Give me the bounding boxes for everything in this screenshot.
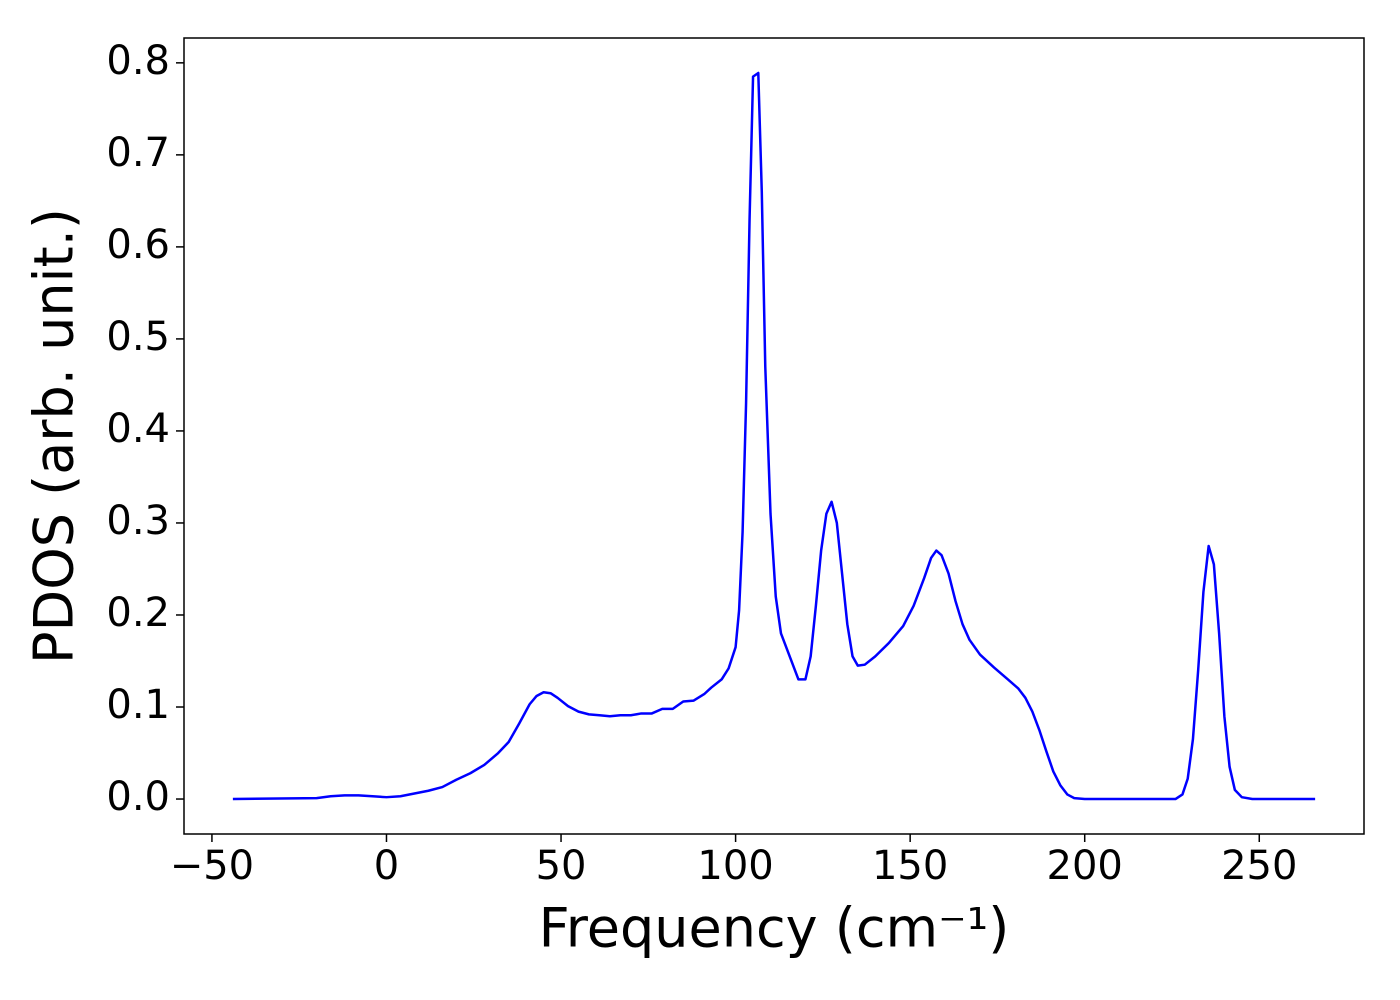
y-tick-label: 0.4 — [106, 406, 170, 452]
x-tick-label: 0 — [374, 843, 399, 889]
y-axis-label: PDOS (arb. unit.) — [23, 208, 86, 664]
y-tick-label: 0.7 — [106, 130, 170, 176]
data-line — [232, 71, 1316, 801]
y-tick-label: 0.5 — [106, 314, 170, 360]
y-tick-label: 0.1 — [106, 682, 170, 728]
y-tick-label: 0.2 — [106, 590, 170, 636]
y-tick-label: 0.8 — [106, 38, 170, 84]
plot-frame — [183, 37, 1365, 835]
y-tick-label: 0.3 — [106, 498, 170, 544]
x-tick-label: 250 — [1221, 843, 1297, 889]
x-tick-label: 200 — [1047, 843, 1123, 889]
x-tick-label: 150 — [872, 843, 948, 889]
x-axis-label: Frequency (cm⁻¹) — [539, 897, 1010, 960]
y-tick-label: 0.0 — [106, 774, 170, 820]
x-tick-label: 100 — [697, 843, 773, 889]
x-tick-label: −50 — [170, 843, 254, 889]
x-tick-label: 50 — [536, 843, 587, 889]
y-tick-label: 0.6 — [106, 222, 170, 268]
